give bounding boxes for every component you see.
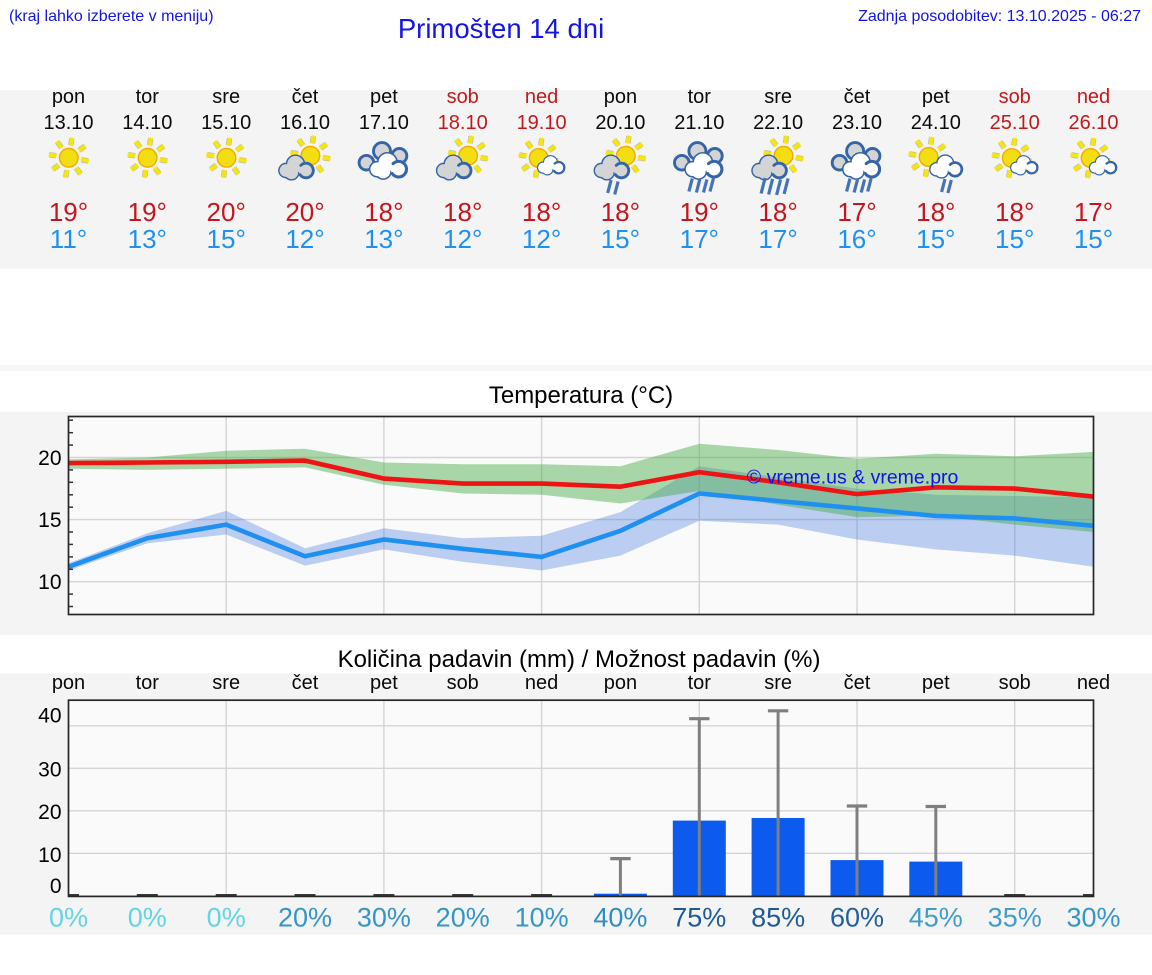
- svg-text:0%: 0%: [207, 903, 246, 933]
- svg-text:sre: sre: [212, 673, 240, 694]
- svg-text:40%: 40%: [593, 903, 647, 933]
- svg-text:pet: pet: [370, 673, 398, 694]
- svg-text:© vreme.us & vreme.pro: © vreme.us & vreme.pro: [747, 467, 959, 489]
- svg-text:10: 10: [38, 571, 61, 594]
- svg-text:0%: 0%: [128, 903, 167, 933]
- svg-text:pon: pon: [52, 673, 85, 694]
- svg-text:ned: ned: [525, 673, 558, 694]
- svg-text:10: 10: [38, 844, 61, 867]
- svg-text:pet: pet: [922, 673, 950, 694]
- svg-text:sob: sob: [447, 673, 479, 694]
- svg-text:sob: sob: [999, 673, 1031, 694]
- svg-text:20%: 20%: [436, 903, 490, 933]
- svg-text:pon: pon: [604, 673, 637, 694]
- svg-text:85%: 85%: [751, 903, 805, 933]
- svg-text:čet: čet: [292, 673, 319, 694]
- svg-text:10%: 10%: [515, 903, 569, 933]
- svg-text:15: 15: [38, 509, 61, 532]
- svg-text:40: 40: [38, 705, 61, 728]
- svg-text:30%: 30%: [1066, 903, 1120, 933]
- svg-text:sre: sre: [764, 673, 792, 694]
- svg-text:60%: 60%: [830, 903, 884, 933]
- svg-text:30%: 30%: [357, 903, 411, 933]
- svg-text:0%: 0%: [49, 903, 88, 933]
- svg-text:30: 30: [38, 759, 61, 782]
- svg-text:20: 20: [38, 801, 61, 824]
- svg-text:75%: 75%: [672, 903, 726, 933]
- svg-text:tor: tor: [136, 673, 160, 694]
- svg-text:20%: 20%: [278, 903, 332, 933]
- svg-text:ned: ned: [1077, 673, 1110, 694]
- svg-text:35%: 35%: [988, 903, 1042, 933]
- svg-text:tor: tor: [688, 673, 712, 694]
- svg-text:čet: čet: [844, 673, 871, 694]
- svg-text:0: 0: [50, 875, 62, 898]
- svg-text:45%: 45%: [909, 903, 963, 933]
- svg-text:20: 20: [38, 447, 61, 470]
